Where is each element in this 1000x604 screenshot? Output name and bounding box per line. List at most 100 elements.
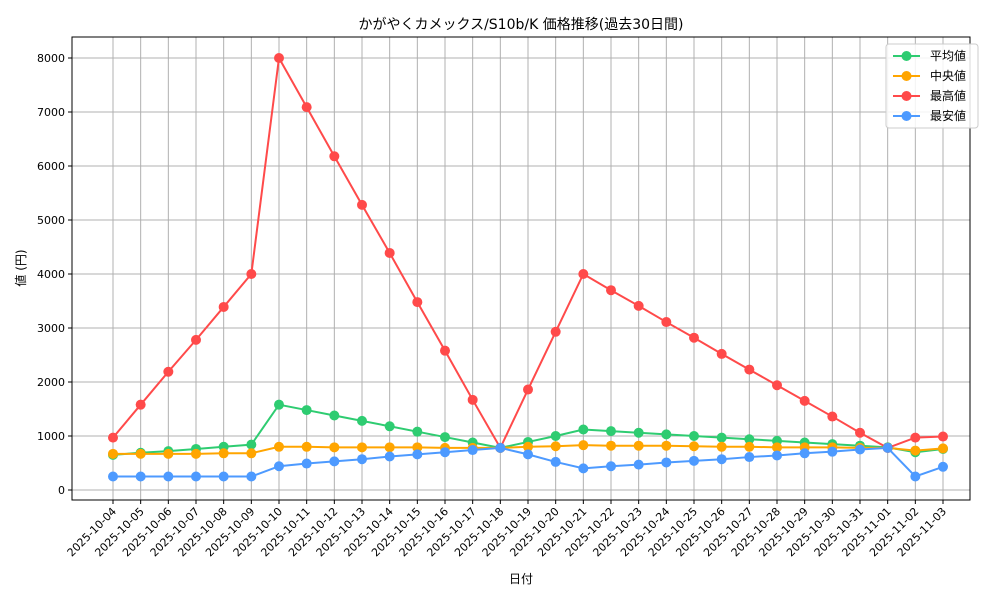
data-point [329, 410, 340, 421]
data-point [633, 427, 644, 438]
grid [72, 37, 970, 500]
data-point [550, 431, 561, 441]
data-point [606, 426, 616, 437]
data-point [246, 439, 257, 450]
data-point [661, 440, 672, 451]
legend-label: 中央値 [930, 68, 966, 83]
data-point [744, 452, 755, 463]
data-point [135, 399, 146, 410]
data-point [661, 317, 672, 328]
legend-label: 最安値 [930, 108, 966, 123]
data-point [689, 455, 699, 466]
data-point [412, 449, 423, 460]
data-point [246, 471, 257, 482]
data-point [357, 199, 367, 210]
y-tick-label: 0 [58, 484, 65, 497]
data-point [384, 421, 395, 432]
data-point [329, 456, 340, 467]
series-lines [108, 53, 948, 482]
data-point [412, 442, 423, 453]
y-tick-label: 7000 [37, 106, 65, 119]
data-point [163, 448, 174, 459]
data-point [440, 345, 450, 356]
data-point [910, 432, 921, 443]
data-point [301, 458, 312, 469]
data-point [744, 364, 755, 375]
data-point [716, 432, 727, 443]
data-point [772, 450, 782, 461]
data-point [218, 448, 229, 459]
data-point [689, 431, 699, 441]
data-point [301, 441, 312, 452]
legend-box [885, 43, 979, 129]
data-point [135, 471, 146, 482]
y-tick-label: 1000 [37, 430, 65, 443]
data-point [938, 461, 948, 472]
data-point [633, 300, 644, 311]
data-point [661, 429, 672, 440]
data-point [357, 415, 367, 426]
data-point [495, 442, 506, 453]
data-point [799, 448, 810, 459]
data-point [523, 441, 533, 452]
legend-label: 最高値 [930, 88, 966, 103]
chart-title: かがやくカメックス/S10b/K 価格推移(過去30日間) [359, 17, 684, 33]
data-point [772, 442, 782, 453]
data-point [550, 456, 561, 467]
data-point [772, 380, 782, 391]
legend-label: 平均値 [930, 48, 966, 63]
data-point [689, 441, 699, 452]
data-point [218, 471, 229, 482]
data-point [384, 451, 395, 462]
data-point [550, 326, 561, 337]
x-axis: 2025-10-042025-10-052025-10-062025-10-07… [65, 500, 949, 559]
data-point [633, 459, 644, 470]
legend-marker [901, 111, 912, 121]
data-point [910, 471, 921, 482]
data-point [412, 426, 423, 437]
data-point [274, 53, 284, 63]
data-point [633, 440, 644, 451]
data-point [163, 366, 174, 377]
data-point [412, 297, 423, 308]
data-point [357, 454, 367, 465]
data-point [467, 394, 478, 405]
data-point [716, 454, 727, 465]
data-point [578, 463, 589, 474]
legend-marker [901, 91, 912, 101]
data-point [855, 427, 865, 438]
data-point [246, 269, 257, 279]
data-point [606, 440, 616, 451]
data-point [329, 151, 340, 162]
data-point [938, 431, 948, 442]
data-point [799, 395, 810, 406]
data-point [440, 432, 450, 443]
data-point [606, 461, 616, 472]
y-axis-label: 値 (円) [13, 249, 28, 286]
y-tick-label: 4000 [37, 268, 65, 281]
y-tick-label: 2000 [37, 376, 65, 389]
data-point [827, 411, 838, 422]
data-point [274, 399, 284, 410]
plot-frame [71, 36, 971, 501]
data-point [578, 440, 589, 451]
data-point [135, 448, 146, 459]
data-point [910, 445, 921, 456]
data-point [882, 442, 893, 453]
data-point [744, 434, 755, 445]
data-point [357, 442, 367, 453]
data-point [329, 442, 340, 453]
data-point [827, 446, 838, 457]
y-tick-label: 6000 [37, 160, 65, 173]
data-point [550, 441, 561, 452]
data-point [938, 443, 948, 454]
data-point [191, 334, 201, 345]
data-point [523, 384, 533, 395]
data-point [191, 471, 201, 482]
data-point [384, 442, 395, 453]
data-point [578, 424, 589, 435]
data-point [218, 301, 229, 312]
data-point [301, 405, 312, 416]
